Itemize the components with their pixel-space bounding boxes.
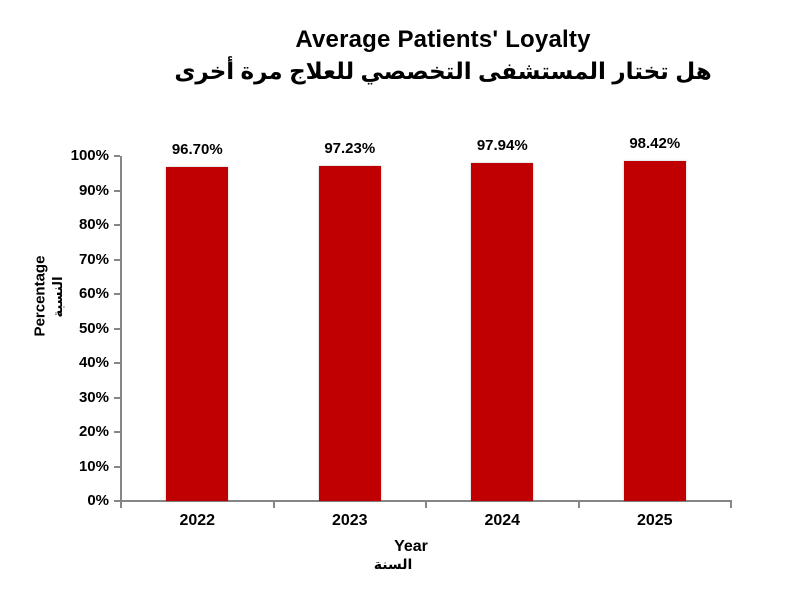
y-tick-label: 70% [78,250,109,268]
x-category-label: 2023 [331,512,368,529]
y-tick-mark [114,465,120,468]
x-tick-mark [272,502,275,508]
chart-subtitle-arabic: هل تختار المستشفى التخصصي للعلاج مرة أخر… [174,58,712,84]
y-tick-mark [114,396,120,399]
x-category-label: 2024 [484,512,521,529]
bar-2022 [166,167,229,501]
y-tick-mark [114,224,120,226]
y-tick-label: 10% [78,457,109,475]
y-tick-mark [114,327,120,330]
y-axis-line [120,156,122,502]
y-tick-label: 30% [78,388,109,406]
y-tick-label: 40% [78,354,109,371]
x-category-label: 2025 [636,512,673,529]
bar-data-label: 96.70% [171,141,223,159]
bar-2025 [623,161,686,501]
y-tick-mark [114,155,120,157]
y-tick-label: 90% [78,181,109,199]
bar-data-label: 97.94% [476,137,528,155]
y-axis-title: Percentage [31,255,49,337]
x-tick-mark [120,502,122,508]
x-tick-mark [730,502,732,508]
bar-data-label: 97.23% [324,139,376,157]
y-tick-mark [114,500,120,502]
bar-2024 [471,163,534,501]
x-axis-title-arabic: السنة [373,556,413,572]
y-tick-label: 50% [78,319,109,337]
y-tick-label: 80% [78,216,109,233]
y-tick-mark [114,189,120,192]
bar-data-label: 98.42% [629,135,681,153]
y-tick-label: 20% [78,423,109,440]
x-category-label: 2022 [179,512,216,529]
y-tick-mark [114,431,120,433]
y-tick-label: 0% [87,492,109,509]
y-tick-mark [114,258,120,261]
y-tick-mark [114,293,120,295]
y-tick-label: 100% [70,147,109,164]
bar-2023 [318,165,381,501]
y-tick-mark [114,362,120,364]
x-axis-title: Year [394,538,428,555]
x-tick-mark [577,502,580,508]
x-tick-mark [425,502,427,508]
x-axis-line [120,500,732,502]
y-tick-label: 60% [78,285,109,302]
chart-title: Average Patients' Loyalty [295,26,591,53]
